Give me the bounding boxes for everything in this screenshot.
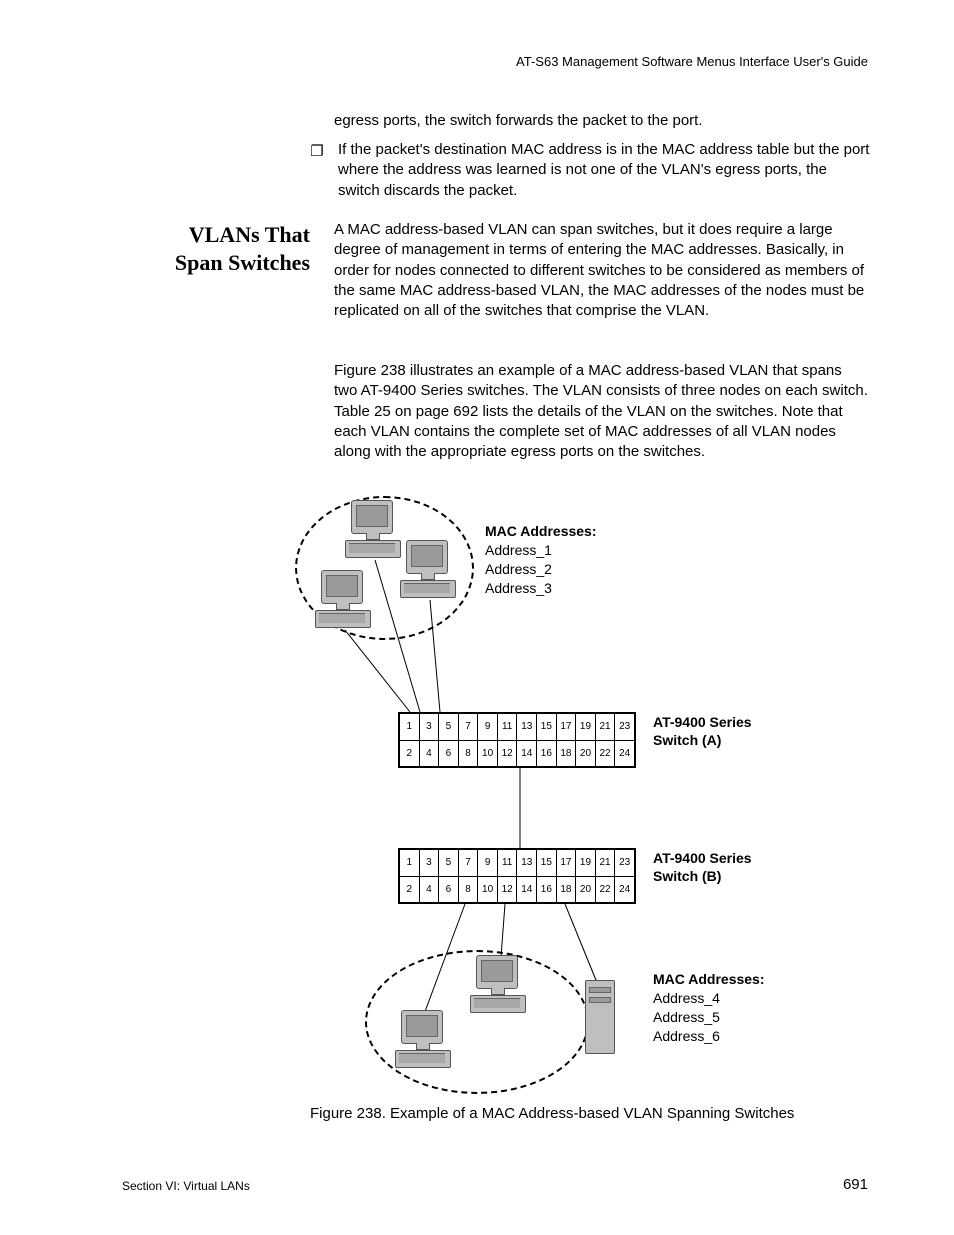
port: 14	[517, 876, 537, 903]
port: 22	[595, 876, 615, 903]
port: 12	[497, 876, 517, 903]
mac-title: MAC Addresses:	[653, 970, 765, 989]
switch-label-line2: Switch (B)	[653, 868, 721, 884]
port: 16	[537, 876, 557, 903]
port: 4	[419, 876, 439, 903]
port: 17	[556, 714, 576, 741]
port: 18	[556, 876, 576, 903]
bullet-marker: ❐	[310, 142, 324, 203]
port: 23	[615, 850, 635, 877]
port: 9	[478, 850, 498, 877]
port: 8	[458, 876, 478, 903]
switch-label-line1: AT-9400 Series	[653, 850, 752, 866]
port: 8	[458, 740, 478, 767]
mac-line: Address_6	[653, 1027, 765, 1046]
footer-page-number: 691	[843, 1176, 868, 1193]
switch-label-line1: AT-9400 Series	[653, 714, 752, 730]
section-heading-line1: VLANs That	[189, 222, 310, 247]
port: 3	[419, 714, 439, 741]
port: 15	[537, 850, 557, 877]
port: 23	[615, 714, 635, 741]
figure-caption: Figure 238. Example of a MAC Address-bas…	[310, 1105, 794, 1122]
figure-238: MAC Addresses: Address_1 Address_2 Addre…	[290, 490, 890, 1090]
page: AT-S63 Management Software Menus Interfa…	[0, 0, 954, 1235]
mac-address-list-bottom: MAC Addresses: Address_4 Address_5 Addre…	[653, 970, 765, 1046]
mac-title: MAC Addresses:	[485, 522, 597, 541]
section-heading-line2: Span Switches	[175, 250, 310, 275]
port: 11	[497, 850, 517, 877]
footer-section: Section VI: Virtual LANs	[122, 1179, 250, 1193]
port: 6	[439, 740, 459, 767]
port: 20	[576, 876, 596, 903]
port: 5	[439, 714, 459, 741]
mac-line: Address_4	[653, 989, 765, 1008]
port: 7	[458, 714, 478, 741]
mac-line: Address_3	[485, 579, 597, 598]
mac-line: Address_5	[653, 1008, 765, 1027]
bullet-text: If the packet's destination MAC address …	[338, 140, 870, 201]
mac-line: Address_2	[485, 560, 597, 579]
bullet-item: ❐ If the packet's destination MAC addres…	[310, 140, 870, 201]
port: 9	[478, 714, 498, 741]
port: 13	[517, 850, 537, 877]
port: 13	[517, 714, 537, 741]
page-header: AT-S63 Management Software Menus Interfa…	[516, 54, 868, 69]
port: 19	[576, 850, 596, 877]
port: 7	[458, 850, 478, 877]
computer-icon	[395, 1010, 449, 1068]
port: 3	[419, 850, 439, 877]
switch-b: 1 3 5 7 9 11 13 15 17 19 21 23 2 4 6	[398, 848, 636, 904]
section-heading: VLANs That Span Switches	[130, 221, 310, 276]
port: 20	[576, 740, 596, 767]
computer-icon	[345, 500, 399, 558]
port: 12	[497, 740, 517, 767]
paragraph-1: A MAC address-based VLAN can span switch…	[334, 220, 869, 321]
port: 21	[595, 850, 615, 877]
switch-a: 1 3 5 7 9 11 13 15 17 19 21 23 2 4 6	[398, 712, 636, 768]
port: 11	[497, 714, 517, 741]
port: 10	[478, 876, 498, 903]
port: 15	[537, 714, 557, 741]
paragraph-2: Figure 238 illustrates an example of a M…	[334, 361, 869, 462]
port: 16	[537, 740, 557, 767]
port: 4	[419, 740, 439, 767]
port: 18	[556, 740, 576, 767]
switch-b-label: AT-9400 Series Switch (B)	[653, 850, 752, 885]
port: 21	[595, 714, 615, 741]
port: 1	[400, 714, 420, 741]
computer-icon	[315, 570, 369, 628]
computer-icon	[470, 955, 524, 1013]
server-tower-icon	[585, 980, 615, 1054]
port: 10	[478, 740, 498, 767]
mac-address-list-top: MAC Addresses: Address_1 Address_2 Addre…	[485, 522, 597, 598]
port: 1	[400, 850, 420, 877]
switch-b-ports: 1 3 5 7 9 11 13 15 17 19 21 23 2 4 6	[399, 849, 635, 903]
switch-a-label: AT-9400 Series Switch (A)	[653, 714, 752, 749]
port: 2	[400, 876, 420, 903]
port: 24	[615, 740, 635, 767]
switch-label-line2: Switch (A)	[653, 732, 721, 748]
switch-a-ports: 1 3 5 7 9 11 13 15 17 19 21 23 2 4 6	[399, 713, 635, 767]
port: 19	[576, 714, 596, 741]
computer-icon	[400, 540, 454, 598]
port: 17	[556, 850, 576, 877]
fragment-line: egress ports, the switch forwards the pa…	[334, 111, 869, 131]
port: 24	[615, 876, 635, 903]
port: 5	[439, 850, 459, 877]
port: 2	[400, 740, 420, 767]
port: 14	[517, 740, 537, 767]
mac-line: Address_1	[485, 541, 597, 560]
port: 6	[439, 876, 459, 903]
port: 22	[595, 740, 615, 767]
